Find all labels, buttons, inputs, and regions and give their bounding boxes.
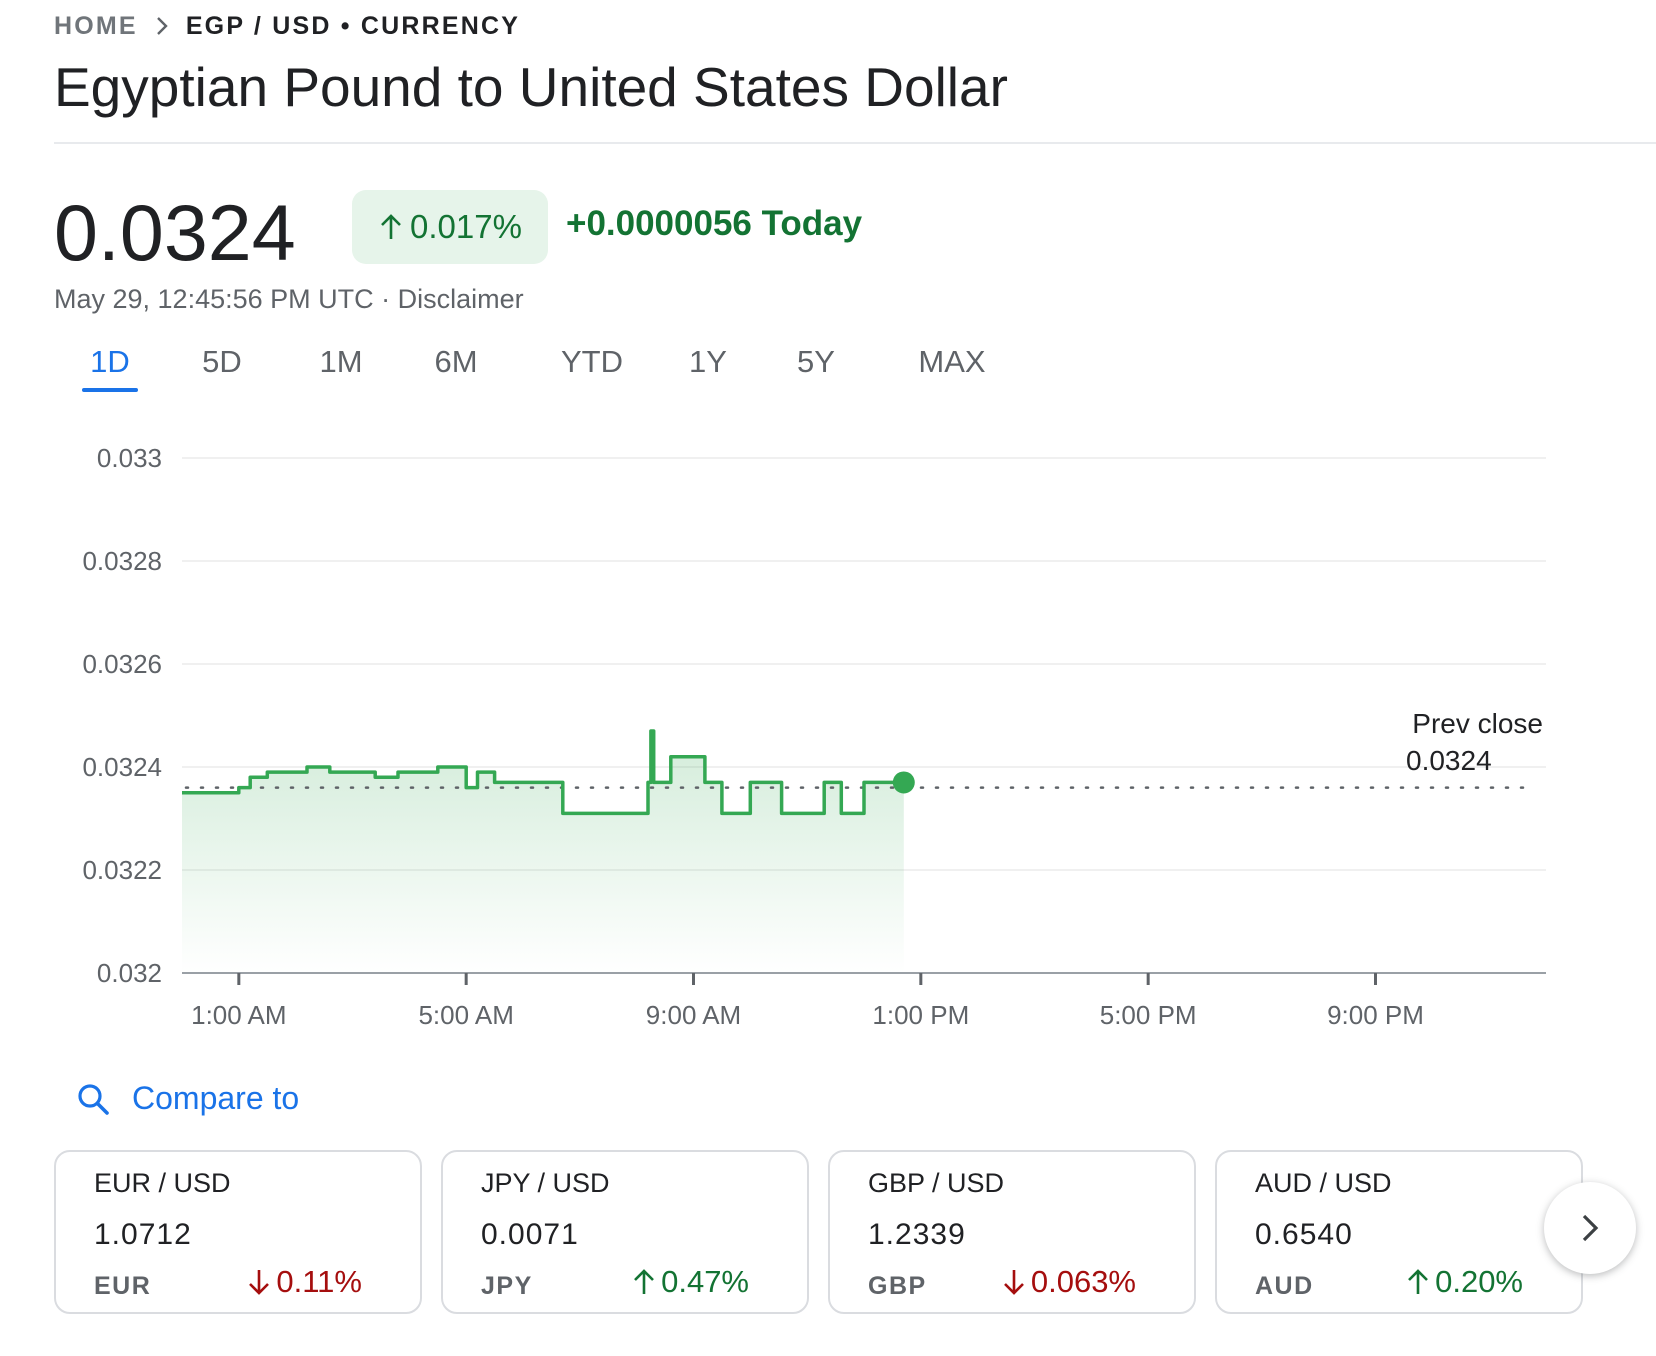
breadcrumb: HOME EGP / USD • CURRENCY — [54, 8, 520, 44]
card-pair: AUD / USD — [1255, 1168, 1392, 1198]
price-line — [182, 729, 904, 816]
y-axis-ticks: 0.033 0.0328 0.0326 0.0324 0.0322 0.032 — [82, 443, 162, 988]
tab-5d[interactable]: 5D — [202, 344, 242, 379]
change-percent-badge: 0.017% — [352, 190, 548, 264]
arrow-down-icon — [249, 1270, 270, 1295]
tab-6m[interactable]: 6M — [434, 344, 478, 379]
x-tick-label: 5:00 AM — [418, 1000, 513, 1030]
y-tick-label: 0.033 — [97, 443, 162, 473]
card-change-value: 0.063% — [1030, 1264, 1136, 1299]
arrow-down-icon — [1003, 1270, 1024, 1295]
card-change: 0.47% — [631, 1264, 749, 1300]
card-value: 0.0071 — [481, 1218, 579, 1251]
arrow-up-icon — [381, 214, 401, 239]
chevron-right-icon — [138, 15, 186, 37]
current-price: 0.0324 — [54, 188, 296, 277]
chevron-right-icon — [1582, 1214, 1599, 1242]
card-change-value: 0.47% — [661, 1264, 749, 1299]
card-value: 1.0712 — [94, 1218, 192, 1251]
header-divider — [54, 142, 1656, 144]
card-change: 0.20% — [1405, 1264, 1523, 1300]
price-chart[interactable]: 0.033 0.0328 0.0326 0.0324 0.0322 0.032 1:00 … — [0, 410, 1656, 1040]
change-percent-value: 0.017% — [410, 208, 522, 245]
tab-ytd[interactable]: YTD — [561, 344, 623, 379]
x-tick-label: 5:00 PM — [1100, 1000, 1197, 1030]
compare-to-button[interactable]: Compare to — [76, 1080, 299, 1117]
card-code: AUD — [1255, 1272, 1314, 1300]
currency-card-eur[interactable]: EUR / USD 1.0712 EUR 0.11% — [54, 1150, 422, 1314]
price-area-fill — [182, 731, 904, 973]
prev-close-value: 0.0324 — [1406, 745, 1492, 776]
card-value: 0.6540 — [1255, 1218, 1353, 1251]
card-change-value: 0.20% — [1435, 1264, 1523, 1299]
x-axis-ticks: 1:00 AM 5:00 AM 9:00 AM 1:00 PM 5:00 PM 9:00 … — [191, 973, 1424, 1030]
x-tick-label: 1:00 AM — [191, 1000, 286, 1030]
tab-1d[interactable]: 1D — [90, 344, 130, 379]
currency-card-jpy[interactable]: JPY / USD 0.0071 JPY 0.47% — [441, 1150, 809, 1314]
tab-max[interactable]: MAX — [918, 344, 986, 379]
disclaimer-link[interactable]: Disclaimer — [397, 284, 524, 314]
card-change: 0.063% — [1001, 1264, 1136, 1300]
card-pair: JPY / USD — [481, 1168, 610, 1198]
card-code: EUR — [94, 1272, 152, 1300]
card-pair: GBP / USD — [868, 1168, 1005, 1198]
compare-to-label: Compare to — [132, 1080, 300, 1116]
prev-close-label: Prev close — [1412, 708, 1543, 739]
change-today: +0.0000056 Today — [566, 204, 863, 243]
arrow-up-icon — [1408, 1269, 1429, 1294]
y-tick-label: 0.0322 — [82, 855, 162, 885]
quote-timestamp: May 29, 12:45:56 PM UTC · Disclaimer — [54, 284, 524, 315]
next-cards-button[interactable] — [1544, 1182, 1636, 1274]
currency-card-aud[interactable]: AUD / USD 0.6540 AUD 0.20% — [1215, 1150, 1583, 1314]
card-change-value: 0.11% — [276, 1264, 362, 1299]
active-tab-indicator — [82, 388, 138, 392]
x-tick-label: 1:00 PM — [872, 1000, 969, 1030]
y-tick-label: 0.032 — [97, 958, 162, 988]
page-title: Egyptian Pound to United States Dollar — [54, 56, 1008, 118]
currency-card-gbp[interactable]: GBP / USD 1.2339 GBP 0.063% — [828, 1150, 1196, 1314]
timestamp-text: May 29, 12:45:56 PM UTC · — [54, 284, 398, 314]
last-price-dot[interactable] — [892, 771, 915, 794]
tab-1m[interactable]: 1M — [319, 344, 363, 379]
x-tick-label: 9:00 AM — [646, 1000, 741, 1030]
y-tick-label: 0.0328 — [82, 546, 162, 576]
search-icon — [78, 1083, 109, 1115]
card-value: 1.2339 — [868, 1218, 966, 1251]
arrow-up-icon — [634, 1269, 655, 1294]
y-tick-label: 0.0324 — [82, 752, 162, 782]
card-code: JPY — [481, 1272, 533, 1300]
card-change: 0.11% — [246, 1264, 362, 1300]
x-tick-label: 9:00 PM — [1327, 1000, 1424, 1030]
tab-1y[interactable]: 1Y — [689, 344, 727, 379]
card-pair: EUR / USD — [94, 1168, 231, 1198]
breadcrumb-current: EGP / USD • CURRENCY — [185, 11, 521, 40]
breadcrumb-home-link[interactable]: HOME — [54, 11, 138, 40]
y-tick-label: 0.0326 — [82, 649, 162, 679]
tab-5y[interactable]: 5Y — [797, 344, 835, 379]
card-code: GBP — [868, 1272, 927, 1300]
